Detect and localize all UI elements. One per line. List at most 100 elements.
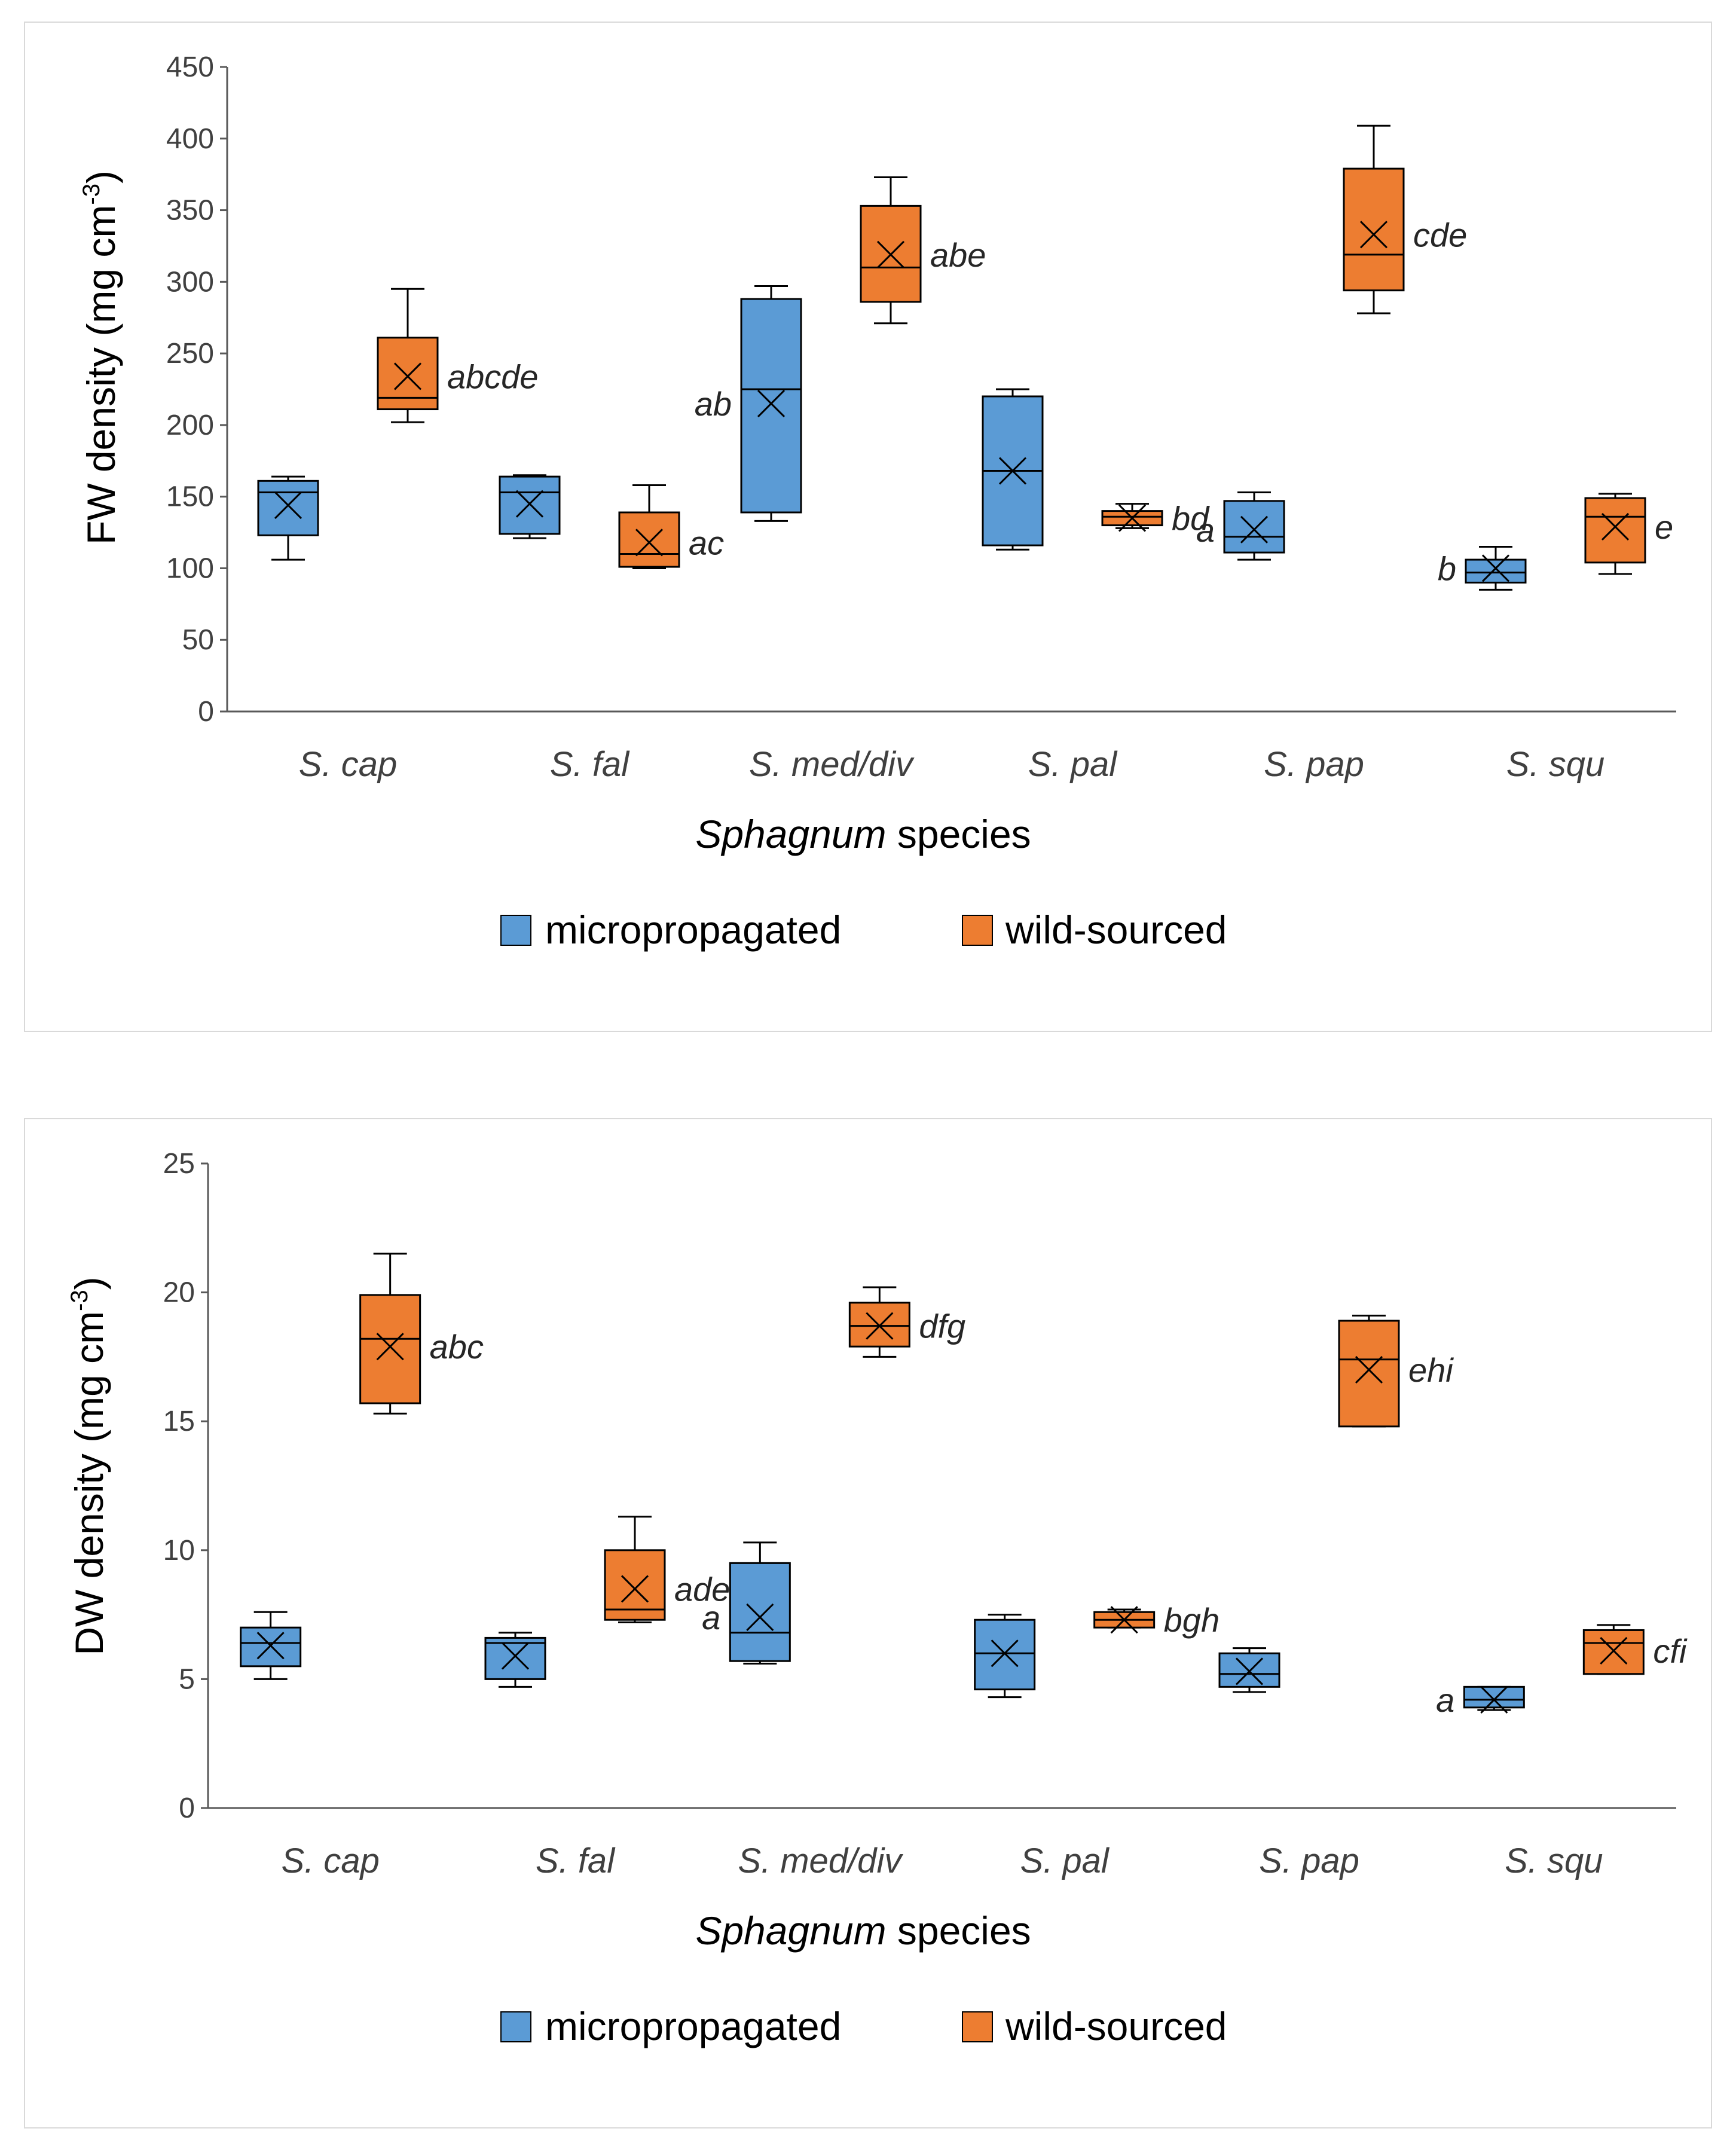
y-tick-label: 20	[163, 1277, 195, 1309]
plot-area: 0 5 10 15 20 25 S. cap S. fal S. med/div S. pal S.…	[163, 1148, 1688, 1880]
box-wild-sourced-s-pap: ehi	[1338, 1314, 1454, 1428]
significance-label: b	[1438, 549, 1456, 587]
x-tick-label: S. pal	[1028, 745, 1118, 784]
box-wild-sourced-s-pap: cde	[1343, 124, 1467, 314]
mean-marker	[1481, 554, 1510, 582]
box-micropropagated-s-med-div: a	[702, 1541, 791, 1665]
mean-marker	[746, 1603, 774, 1631]
box-iqr	[257, 480, 319, 536]
box-wild-sourced-s-pal: bgh	[1093, 1601, 1220, 1639]
significance-label: ade	[674, 1570, 730, 1608]
box-iqr	[1582, 1629, 1645, 1675]
box-micropropagated-s-pap	[1218, 1647, 1280, 1693]
box-micropropagated-s-squ: a	[1436, 1681, 1525, 1719]
significance-label: abcde	[447, 358, 539, 395]
box-iqr	[618, 511, 680, 568]
box-micropropagated-s-med-div: ab	[695, 285, 802, 522]
box-wild-sourced-s-cap: abc	[359, 1253, 484, 1415]
mean-marker	[515, 490, 544, 518]
significance-label: e	[1655, 508, 1673, 546]
box-iqr	[499, 475, 561, 535]
mean-marker	[1359, 221, 1388, 249]
mean-marker	[1601, 512, 1630, 541]
box-micropropagated-s-fal	[484, 1632, 546, 1688]
box-micropropagated-s-cap	[257, 475, 319, 561]
x-tick-label: S. cap	[281, 1841, 379, 1880]
x-axis-label: Sphagnum species	[695, 1908, 1031, 1953]
box-iqr	[1338, 1320, 1400, 1428]
significance-label: a	[1436, 1681, 1454, 1719]
box-micropropagated-s-pal	[982, 388, 1044, 551]
significance-label: ehi	[1408, 1351, 1454, 1389]
box-iqr	[974, 1618, 1036, 1691]
box-wild-sourced-s-fal: ade	[604, 1516, 730, 1624]
dw-density-chart-panel: DW density (mg cm-3) Sphagnum species mi…	[24, 1118, 1712, 2128]
y-tick-label: 10	[163, 1535, 195, 1566]
legend-swatch-wild-sourced	[962, 2011, 993, 2042]
legend-swatch-micropropagated	[500, 915, 531, 946]
y-tick-label: 5	[179, 1663, 195, 1695]
x-tick-label: S. squ	[1505, 1841, 1603, 1880]
box-iqr	[484, 1636, 546, 1680]
plot-area: 0 50 100 150 200 250 300 350 400 450 S. cap S. fal S…	[166, 51, 1676, 784]
mean-marker	[621, 1575, 649, 1603]
x-tick-label: S. med/div	[749, 745, 915, 784]
fw-density-chart: FW density (mg cm-3) Sphagnum species mi…	[78, 51, 1676, 952]
x-tick-label: S. squ	[1506, 745, 1604, 784]
y-tick-label: 150	[166, 481, 214, 513]
y-tick-label: 25	[163, 1148, 195, 1180]
y-tick-label: 15	[163, 1406, 195, 1437]
x-tick-label: S. med/div	[738, 1841, 903, 1880]
x-tick-label: S. cap	[299, 745, 397, 784]
y-tick-label: 100	[166, 552, 214, 584]
y-tick-label: 200	[166, 410, 214, 441]
significance-label: dfg	[919, 1308, 965, 1345]
significance-label: bgh	[1164, 1601, 1220, 1639]
mean-marker	[1235, 1657, 1264, 1685]
box-micropropagated-s-fal	[499, 474, 561, 539]
box-wild-sourced-s-squ: cfi	[1582, 1624, 1688, 1675]
fw-density-chart-panel: FW density (mg cm-3) Sphagnum species mi…	[24, 22, 1712, 1032]
box-iqr	[240, 1626, 302, 1668]
mean-marker	[1118, 504, 1147, 532]
mean-marker	[866, 1312, 894, 1340]
box-micropropagated-s-pal	[974, 1614, 1036, 1699]
significance-label: bd	[1172, 500, 1210, 538]
box-wild-sourced-s-fal: ac	[618, 484, 724, 569]
legend-label-wild-sourced: wild-sourced	[1005, 2004, 1227, 2048]
mean-marker	[876, 240, 905, 268]
significance-label: ac	[689, 524, 724, 561]
significance-label: a	[1196, 511, 1215, 549]
legend-label-wild-sourced: wild-sourced	[1005, 908, 1227, 952]
box-wild-sourced-s-pal: bd	[1101, 500, 1210, 538]
mean-marker	[991, 1639, 1019, 1668]
mean-marker	[998, 457, 1027, 485]
y-tick-label: 0	[198, 696, 214, 728]
x-tick-label: S. pal	[1020, 1841, 1110, 1880]
mean-marker	[1480, 1685, 1508, 1714]
legend: micropropagated wild-sourced	[500, 2004, 1227, 2048]
box-wild-sourced-s-cap: abcde	[377, 288, 539, 423]
x-tick-label: S. fal	[536, 1841, 616, 1880]
x-tick-label: S. pap	[1259, 1841, 1359, 1880]
box-iqr	[1465, 558, 1527, 584]
y-axis-label: DW density (mg cm-3)	[66, 1276, 111, 1655]
box-micropropagated-s-squ: b	[1438, 546, 1527, 591]
mean-marker	[376, 1333, 404, 1361]
box-iqr	[1343, 167, 1405, 292]
legend-label-micropropagated: micropropagated	[545, 908, 841, 952]
y-tick-label: 0	[179, 1792, 195, 1824]
legend: micropropagated wild-sourced	[500, 908, 1227, 952]
mean-marker	[1600, 1636, 1628, 1665]
y-tick-label: 450	[166, 51, 214, 83]
box-iqr	[604, 1549, 666, 1621]
significance-label: a	[702, 1599, 720, 1636]
mean-marker	[635, 529, 664, 557]
box-micropropagated-s-cap	[240, 1611, 302, 1680]
box-micropropagated-s-pap: a	[1196, 491, 1285, 561]
box-wild-sourced-s-squ: e	[1584, 493, 1673, 575]
y-tick-label: 400	[166, 123, 214, 155]
dw-density-chart: DW density (mg cm-3) Sphagnum species mi…	[66, 1148, 1688, 2048]
box-iqr	[1223, 500, 1285, 554]
x-tick-label: S. pap	[1264, 745, 1364, 784]
